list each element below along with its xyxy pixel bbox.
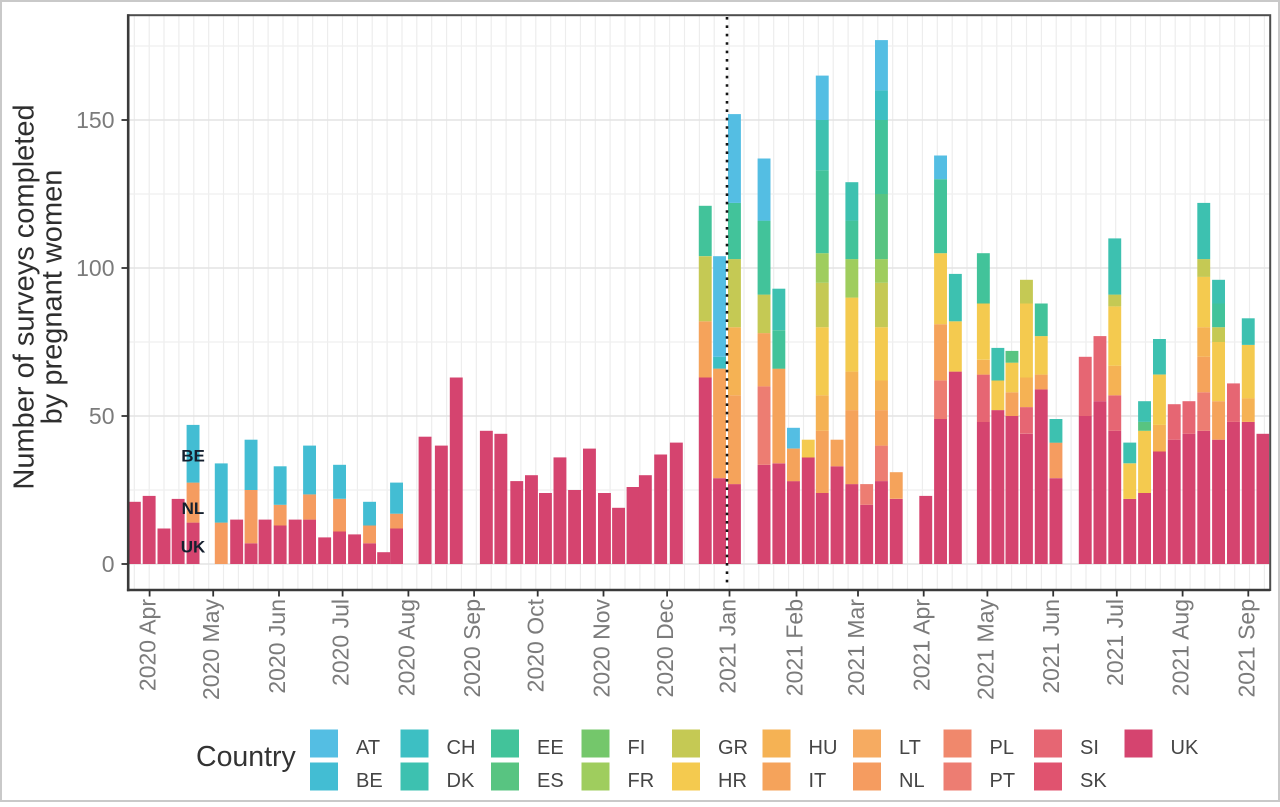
svg-text:UK: UK: [1171, 737, 1199, 759]
svg-text:2020 Oct: 2020 Oct: [523, 598, 549, 692]
svg-text:LT: LT: [899, 737, 921, 759]
svg-text:2020 May: 2020 May: [198, 599, 224, 701]
svg-text:2020 Dec: 2020 Dec: [652, 599, 678, 697]
svg-text:2021 Jun: 2021 Jun: [1038, 599, 1064, 694]
svg-text:2021 Apr: 2021 Apr: [909, 599, 935, 691]
svg-text:2021 Jul: 2021 Jul: [1102, 599, 1128, 686]
svg-text:100: 100: [76, 255, 114, 281]
svg-text:SK: SK: [1080, 770, 1107, 792]
svg-text:2021 Sep: 2021 Sep: [1233, 599, 1259, 697]
svg-text:50: 50: [89, 403, 115, 429]
svg-text:2021 Feb: 2021 Feb: [782, 599, 808, 696]
svg-text:FR: FR: [628, 770, 655, 792]
svg-text:GR: GR: [718, 737, 748, 759]
svg-text:2020 Jul: 2020 Jul: [328, 599, 354, 686]
svg-text:PL: PL: [990, 737, 1014, 759]
svg-text:FI: FI: [628, 737, 646, 759]
svg-text:2020 Nov: 2020 Nov: [589, 599, 615, 698]
svg-text:2020 Sep: 2020 Sep: [459, 599, 485, 697]
svg-text:Country: Country: [196, 741, 297, 773]
svg-text:NL: NL: [182, 499, 205, 518]
svg-text:CH: CH: [447, 737, 476, 759]
svg-text:EE: EE: [537, 737, 564, 759]
svg-text:HU: HU: [809, 737, 838, 759]
svg-text:DK: DK: [447, 770, 475, 792]
svg-text:2021 Aug: 2021 Aug: [1168, 599, 1194, 696]
svg-text:AT: AT: [356, 737, 380, 759]
svg-text:IT: IT: [809, 770, 827, 792]
svg-text:by pregnant women: by pregnant women: [37, 170, 69, 425]
svg-text:NL: NL: [899, 770, 925, 792]
svg-text:UK: UK: [181, 538, 206, 557]
svg-text:2021 Mar: 2021 Mar: [843, 599, 869, 697]
svg-text:Number of surveys completed: Number of surveys completed: [9, 104, 41, 489]
svg-text:2021 May: 2021 May: [972, 599, 998, 701]
svg-text:ES: ES: [537, 770, 564, 792]
svg-text:SI: SI: [1080, 737, 1099, 759]
svg-text:0: 0: [102, 551, 115, 577]
svg-text:HR: HR: [718, 770, 747, 792]
svg-text:2021 Jan: 2021 Jan: [715, 599, 741, 694]
svg-text:2020 Aug: 2020 Aug: [393, 599, 419, 696]
svg-text:150: 150: [76, 107, 114, 133]
svg-text:2020 Apr: 2020 Apr: [135, 599, 161, 691]
svg-text:BE: BE: [356, 770, 383, 792]
svg-text:BE: BE: [181, 447, 205, 466]
svg-text:PT: PT: [990, 770, 1016, 792]
svg-text:2020 Jun: 2020 Jun: [264, 599, 290, 694]
